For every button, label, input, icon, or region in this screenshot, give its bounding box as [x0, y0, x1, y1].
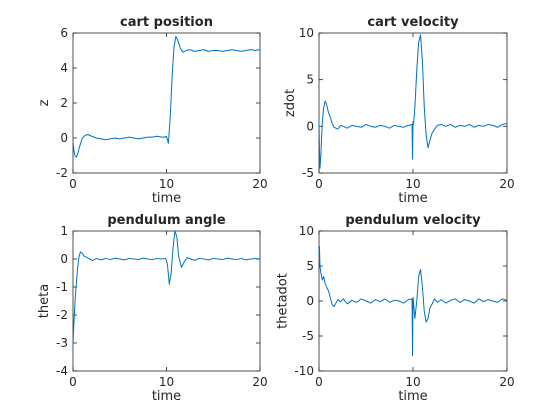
x-tick-label: 0: [315, 375, 323, 389]
chart-title: cart position: [120, 15, 213, 30]
y-axis-label: theta: [37, 284, 52, 318]
x-axis-label: time: [398, 389, 427, 404]
x-axis-label: time: [152, 389, 181, 404]
y-tick-label: -4: [56, 364, 68, 378]
y-tick-label: 6: [60, 26, 68, 40]
y-tick-label: 10: [299, 224, 314, 238]
series-line: [72, 230, 261, 346]
y-axis-label: z: [37, 99, 52, 106]
x-tick-label: 20: [252, 177, 267, 191]
x-tick-label: 10: [159, 177, 174, 191]
x-tick-label: 10: [405, 375, 420, 389]
x-tick-label: 10: [405, 177, 420, 191]
x-axis-label: time: [152, 191, 181, 206]
chart-title: cart velocity: [367, 15, 459, 30]
x-tick-label: 20: [252, 375, 267, 389]
x-tick-label: 0: [69, 375, 77, 389]
y-tick-label: 0: [60, 252, 68, 266]
y-tick-label: 5: [306, 259, 314, 273]
y-axis-label: zdot: [283, 89, 298, 117]
y-tick-label: -5: [302, 329, 314, 343]
chart-title: pendulum velocity: [345, 213, 481, 228]
y-tick-label: 5: [306, 73, 314, 87]
y-tick-label: 0: [306, 294, 314, 308]
y-tick-label: -5: [302, 166, 314, 180]
chart-title: pendulum angle: [107, 213, 226, 228]
y-tick-label: -10: [294, 364, 314, 378]
y-tick-label: 4: [60, 61, 68, 75]
y-tick-label: 2: [60, 96, 68, 110]
x-tick-label: 0: [315, 177, 323, 191]
series-line: [318, 245, 508, 357]
subplot-3: 0 10 20 -4 -3 -2 -1 0 1 pendulum angle time theta: [37, 213, 268, 404]
x-tick-label: 10: [159, 375, 174, 389]
y-axis-label: thetadot: [276, 273, 291, 329]
x-tick-label: 20: [499, 375, 514, 389]
y-tick-label: 0: [60, 131, 68, 145]
plot-area: [72, 32, 261, 174]
series-line: [72, 36, 261, 158]
plot-area: [72, 230, 261, 372]
y-tick-label: -2: [56, 308, 68, 322]
y-tick-label: 10: [299, 26, 314, 40]
y-tick-label: 0: [306, 119, 314, 133]
x-tick-label: 20: [499, 177, 514, 191]
series-line: [318, 34, 508, 169]
x-tick-label: 0: [69, 177, 77, 191]
y-tick-label: -2: [56, 166, 68, 180]
y-tick-label: 1: [60, 224, 68, 238]
y-tick-label: -3: [56, 336, 68, 350]
y-tick-label: -1: [56, 280, 68, 294]
subplot-4: 0 10 20 -10 -5 0 5 10 pendulum velocity time theta…: [276, 213, 515, 404]
x-axis-label: time: [398, 191, 427, 206]
